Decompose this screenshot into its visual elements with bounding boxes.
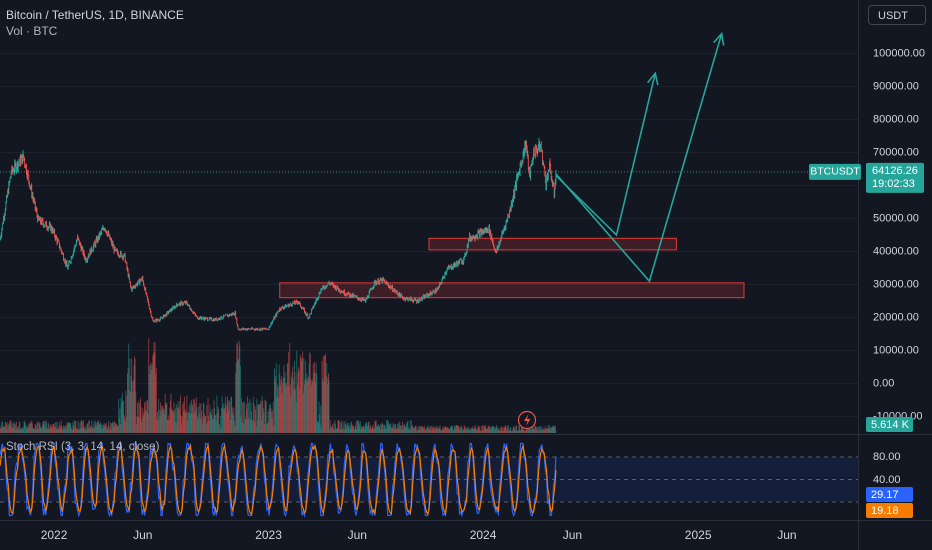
price-axis-label: 50000.00 xyxy=(873,212,919,224)
rsi-d-line xyxy=(0,443,557,516)
volume-bars xyxy=(0,338,557,433)
rsi-axis-label: 40.00 xyxy=(873,474,901,486)
time-axis-label: Jun xyxy=(563,528,582,542)
price-badge-countdown: 19:02:33 xyxy=(872,178,915,190)
time-axis-label: 2022 xyxy=(41,528,68,542)
price-axis-label: 100000.00 xyxy=(873,47,925,59)
symbol-badge: BTCUSDT xyxy=(809,163,861,180)
time-axis-label: Jun xyxy=(133,528,152,542)
rsi-k-badge-value: 29.17 xyxy=(871,489,899,501)
price-badge-bg xyxy=(866,162,924,193)
price-axis-label: 90000.00 xyxy=(873,80,919,92)
lightning-glyph xyxy=(524,414,531,426)
support-zone-1 xyxy=(279,282,745,299)
chart-title: Bitcoin / TetherUS, 1D, BINANCE xyxy=(6,8,184,22)
time-axis-label: 2025 xyxy=(685,528,712,542)
price-axis-label: 30000.00 xyxy=(873,278,919,290)
price-axis-label: 10000.00 xyxy=(873,344,919,356)
price-candles xyxy=(0,137,557,332)
time-axis-label: Jun xyxy=(348,528,367,542)
price-axis-label: 0.00 xyxy=(873,377,894,389)
projection-arrowhead-1 xyxy=(647,71,659,86)
price-badge-value: 64126.26 xyxy=(872,165,918,177)
rsi-d-badge-bg xyxy=(866,503,913,518)
projection-path-2 xyxy=(555,33,723,283)
symbol-badge-text: BTCUSDT xyxy=(810,166,860,178)
projection-path-1 xyxy=(555,73,657,237)
price-axis-label: 20000.00 xyxy=(873,311,919,323)
support-zone-2 xyxy=(428,237,677,251)
volume-badge-bg xyxy=(866,417,913,432)
volume-badge-value: 5.614 K xyxy=(871,419,910,431)
volume-indicator-label: Vol · BTC xyxy=(6,24,58,38)
time-axis-label: 2023 xyxy=(255,528,282,542)
rsi-d-badge-value: 19.18 xyxy=(871,505,899,517)
currency-button[interactable]: USDT xyxy=(868,5,926,25)
time-axis-label: Jun xyxy=(777,528,796,542)
price-axis-label: 70000.00 xyxy=(873,146,919,158)
price-axis-label: 40000.00 xyxy=(873,245,919,257)
stoch-rsi-label: Stoch RSI (3, 3, 14, 14, close) xyxy=(6,441,160,453)
rsi-axis-label: 80.00 xyxy=(873,451,901,463)
symbol-badge-bg xyxy=(809,163,861,180)
rsi-k-badge-bg xyxy=(866,487,913,502)
price-axis-label: 80000.00 xyxy=(873,113,919,125)
time-axis-label: 2024 xyxy=(470,528,497,542)
projection-arrowhead-2 xyxy=(713,31,725,46)
